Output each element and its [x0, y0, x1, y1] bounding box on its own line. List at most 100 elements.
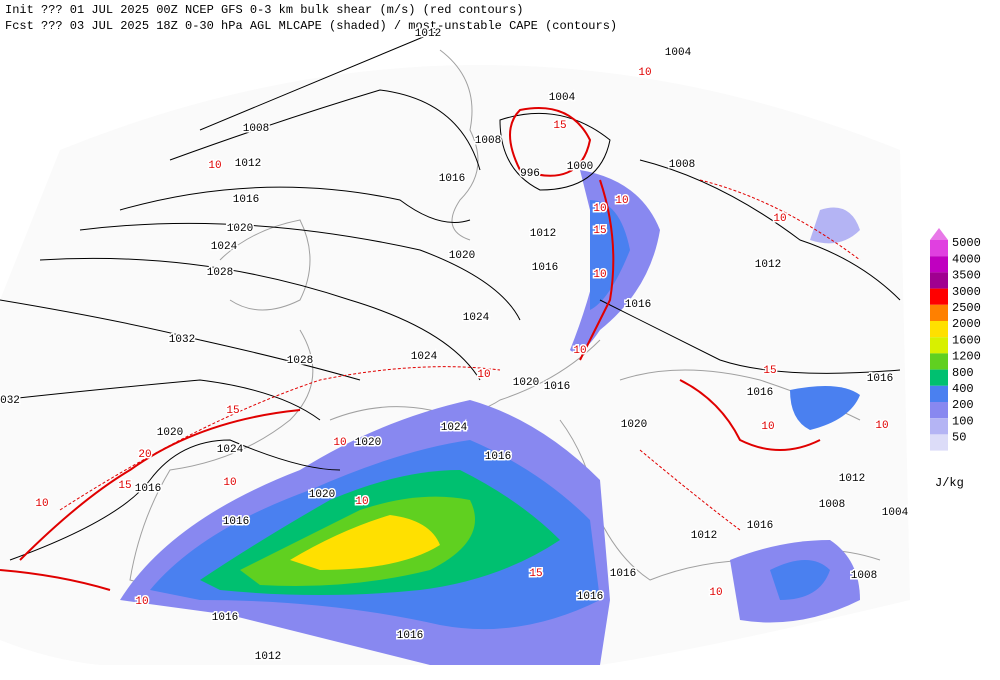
legend-label: 200 [952, 398, 974, 412]
header-line: Init ??? 01 JUL 2025 00Z NCEP GFS 0-3 km… [5, 3, 523, 17]
shear-label: 10 [761, 421, 774, 433]
shear-label: 10 [333, 437, 346, 449]
isobar-label: 1012 [839, 473, 865, 485]
isobar-label: 1020 [449, 250, 475, 262]
isobar-label: 1024 [411, 351, 438, 363]
shear-label: 15 [553, 120, 566, 132]
isobar-label: 1016 [223, 516, 249, 528]
isobar-label: 1008 [475, 135, 501, 147]
legend-label: 100 [952, 414, 974, 428]
isobar-label: 1016 [867, 373, 893, 385]
shear-label: 15 [529, 568, 542, 580]
shear-label: 15 [226, 405, 239, 417]
isobar-label: 1020 [309, 489, 335, 501]
isobar-label: 1012 [755, 259, 781, 271]
shear-label: 10 [638, 67, 651, 79]
legend-swatch [930, 256, 948, 273]
legend-swatch [930, 369, 948, 386]
shear-label: 20 [138, 449, 151, 461]
shear-label: 15 [593, 225, 606, 237]
isobar-label: 1016 [233, 194, 259, 206]
isobar-label: 1024 [441, 422, 468, 434]
isobar-label: 1008 [851, 570, 877, 582]
isobar-label: 1012 [530, 228, 556, 240]
isobar-label: 1020 [621, 419, 647, 431]
legend-swatch [930, 272, 948, 289]
shear-label: 15 [118, 480, 131, 492]
shear-label: 10 [355, 496, 368, 508]
isobar-label: 1000 [567, 161, 593, 173]
header-line: Fcst ??? 03 JUL 2025 18Z 0-30 hPa AGL ML… [5, 19, 617, 33]
isobar-label: 1016 [439, 173, 465, 185]
isobars [0, 29, 901, 561]
legend-swatch [930, 434, 948, 451]
isobar-label: 1016 [610, 568, 636, 580]
isobar-label: 1020 [227, 223, 253, 235]
shear-label: 10 [593, 203, 606, 215]
shear-label: 10 [135, 596, 148, 608]
legend-swatch [930, 337, 948, 354]
isobar-label: 1004 [665, 47, 692, 59]
legend-unit: J/kg [935, 476, 964, 490]
legend-arrow [930, 228, 948, 240]
isobar-label: 1016 [397, 630, 423, 642]
isobar-label: 1016 [485, 451, 511, 463]
legend-swatch [930, 385, 948, 402]
isobar-label: 1008 [669, 159, 695, 171]
isobar-label: 996 [520, 168, 540, 180]
isobar-label: 1012 [691, 530, 717, 542]
isobar-label: 1016 [625, 299, 651, 311]
contour-labels: 1012 1004 1008 1004 1008 1000 996 1016 1008 1012 1… [0, 26, 910, 664]
isobar-label: 1020 [157, 427, 183, 439]
legend-label: 5000 [952, 236, 981, 250]
isobar-label: 1028 [287, 355, 313, 367]
isobar-label: 1016 [577, 591, 603, 603]
legend-label: 400 [952, 382, 974, 396]
isobar-label: 1016 [135, 483, 161, 495]
map-area [0, 29, 910, 665]
shear-label: 15 [763, 365, 776, 377]
isobar-label: 1020 [513, 377, 539, 389]
legend-swatch [930, 321, 948, 338]
isobar-label: 1032 [169, 334, 195, 346]
isobar-label: 1004 [549, 92, 576, 104]
legend-swatch [930, 402, 948, 419]
shear-label: 10 [593, 269, 606, 281]
legend-label: 4000 [952, 252, 981, 266]
shear-label: 10 [35, 498, 48, 510]
shear-label: 10 [615, 195, 628, 207]
isobar-label: 1020 [355, 437, 381, 449]
shear-label: 10 [477, 369, 490, 381]
shear-contours [0, 107, 821, 591]
legend-swatch [930, 304, 948, 321]
isobar-label: 1012 [235, 158, 261, 170]
isobar-label: 1016 [544, 381, 570, 393]
isobar-label: 1016 [212, 612, 238, 624]
legend-swatch [930, 418, 948, 435]
legend-label: 2500 [952, 301, 981, 315]
legend-label: 1200 [952, 350, 981, 364]
isobar-label: 1016 [747, 520, 773, 532]
isobar-label: 1024 [211, 241, 238, 253]
cape-shading [120, 170, 860, 665]
isobar-label: 1012 [415, 28, 441, 40]
legend-label: 1600 [952, 333, 981, 347]
legend-swatch [930, 288, 948, 305]
isobar-label: 1024 [217, 444, 244, 456]
legend-swatch [930, 240, 948, 257]
weak-shear-contours [59, 179, 861, 531]
shear-label: 10 [875, 420, 888, 432]
isobar-label: 1016 [747, 387, 773, 399]
shear-label: 10 [573, 345, 586, 357]
shear-label: 10 [223, 477, 236, 489]
shear-label: 10 [208, 160, 221, 172]
shear-label: 10 [773, 213, 786, 225]
shear-label: 10 [709, 587, 722, 599]
isobar-label: 1012 [255, 651, 281, 663]
legend: 5000 4000 3500 3000 2500 2000 1600 1200 800 400 20… [930, 236, 981, 451]
isobar-label: 1008 [819, 499, 845, 511]
isobar-label: 032 [0, 395, 20, 407]
legend-label: 50 [952, 431, 966, 445]
legend-label: 2000 [952, 317, 981, 331]
